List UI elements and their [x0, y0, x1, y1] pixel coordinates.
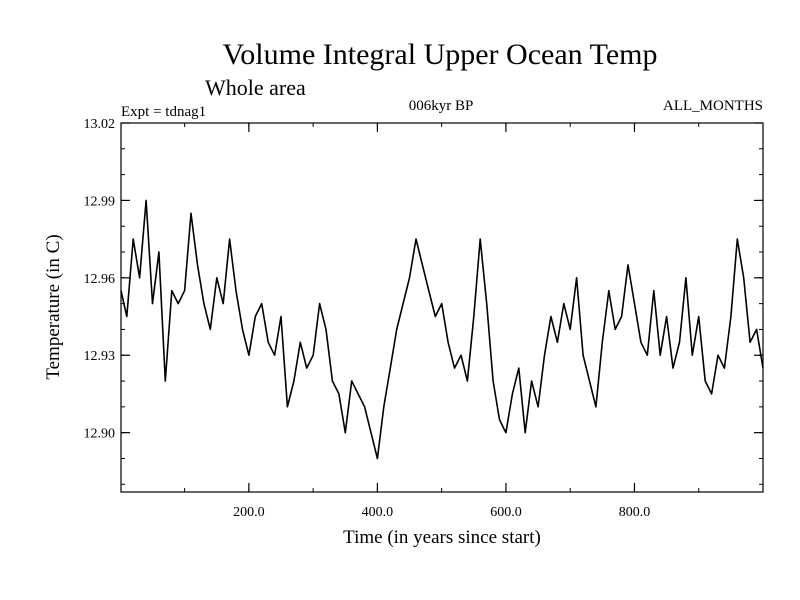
x-tick-label: 600.0: [490, 505, 522, 520]
x-tick-label: 400.0: [362, 505, 394, 520]
x-axis-label: Time (in years since start): [343, 527, 541, 548]
experiment-label: Expt = tdnag1: [121, 104, 206, 120]
y-tick-label: 12.99: [84, 194, 116, 209]
period-label: 006kyr BP: [409, 98, 474, 114]
chart-subtitle: Whole area: [205, 75, 306, 100]
y-tick-label: 12.93: [84, 349, 116, 364]
y-axis-label: Temperature (in C): [43, 234, 64, 379]
y-tick-labels: 12.90 12.93 12.96 12.99 13.02: [84, 117, 116, 442]
y-tick-label: 12.90: [84, 427, 116, 442]
months-label: ALL_MONTHS: [663, 98, 763, 114]
chart-title: Volume Integral Upper Ocean Temp: [223, 38, 658, 71]
x-tick-labels: 200.0 400.0 600.0 800.0: [233, 505, 650, 520]
axis-ticks: [121, 122, 763, 492]
temperature-series-line: [120, 199, 764, 460]
x-tick-label: 800.0: [619, 505, 651, 520]
x-tick-label: 200.0: [233, 505, 265, 520]
y-tick-label: 13.02: [84, 117, 116, 132]
y-tick-label: 12.96: [84, 272, 116, 287]
